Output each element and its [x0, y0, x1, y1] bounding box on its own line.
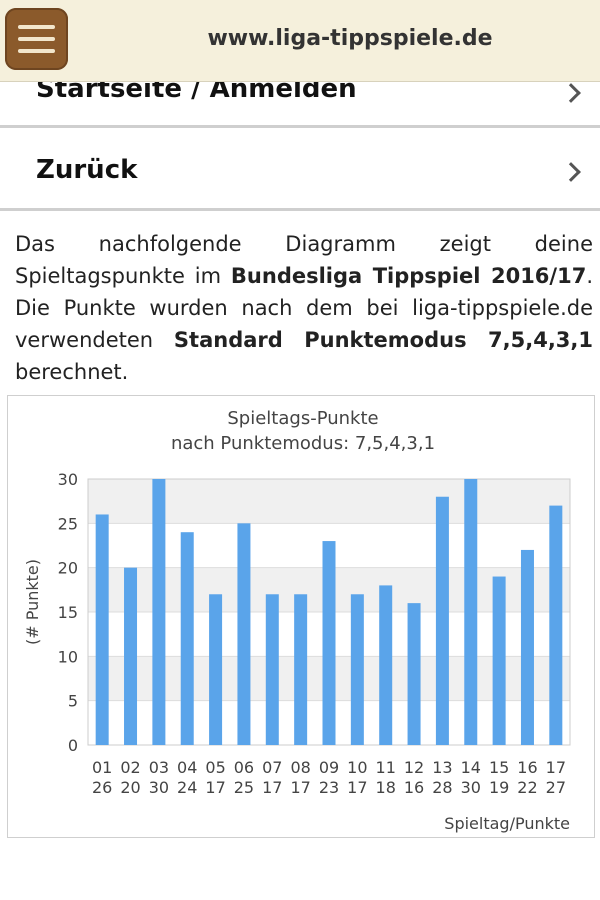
- x-tick-label-spieltag: 10: [347, 758, 367, 777]
- hamburger-menu-icon[interactable]: [5, 8, 68, 70]
- x-tick-label-punkte: 17: [290, 778, 310, 797]
- x-tick-label-spieltag: 12: [404, 758, 424, 777]
- bar: [464, 479, 478, 745]
- bar: [435, 496, 449, 745]
- x-tick-label-spieltag: 08: [290, 758, 310, 777]
- grid-band: [88, 479, 570, 524]
- nav-item-label: Startseite / Anmelden: [36, 82, 357, 104]
- nav-item-startseite[interactable]: Startseite / Anmelden: [0, 82, 600, 128]
- bar: [209, 594, 223, 745]
- points-chart: Spieltags-Punkte nach Punktemodus: 7,5,4…: [23, 408, 571, 833]
- x-tick-label-punkte: 17: [262, 778, 282, 797]
- x-tick-label-spieltag: 05: [205, 758, 225, 777]
- chevron-right-icon: [561, 83, 581, 103]
- bar: [265, 594, 279, 745]
- x-tick-label-spieltag: 16: [517, 758, 537, 777]
- chart-container: Spieltags-Punkte nach Punktemodus: 7,5,4…: [7, 395, 595, 838]
- bar: [237, 523, 251, 745]
- x-tick-label-punkte: 18: [376, 778, 396, 797]
- x-tick-label-punkte: 22: [517, 778, 537, 797]
- x-tick-label-punkte: 17: [205, 778, 225, 797]
- x-tick-label-punkte: 27: [546, 778, 566, 797]
- bar: [322, 541, 336, 745]
- chevron-right-icon: [561, 162, 581, 182]
- intro-bold-punktemodus: Standard Punktemodus 7,5,4,3,1: [173, 328, 593, 352]
- x-tick-label-spieltag: 17: [546, 758, 566, 777]
- bar: [492, 576, 506, 745]
- x-tick-label-punkte: 24: [177, 778, 197, 797]
- intro-text-part: Das nachfolgende Diagramm zeigt deine Sp…: [15, 232, 593, 288]
- x-tick-label-spieltag: 15: [489, 758, 509, 777]
- bar: [549, 505, 563, 745]
- x-tick-label-punkte: 20: [120, 778, 140, 797]
- y-tick-label: 30: [58, 470, 78, 489]
- y-axis-label: (# Punkte): [23, 559, 42, 645]
- top-bar: www.liga-tippspiele.de: [0, 0, 600, 82]
- bar: [124, 567, 138, 745]
- x-tick-label-punkte: 23: [319, 778, 339, 797]
- x-tick-label-spieltag: 11: [376, 758, 396, 777]
- bar: [180, 532, 194, 745]
- bar: [520, 549, 534, 745]
- x-tick-label-punkte: 19: [489, 778, 509, 797]
- bar: [152, 479, 166, 745]
- bar: [379, 585, 393, 745]
- intro-text-part: berechnet.: [15, 360, 129, 384]
- y-tick-label: 5: [68, 692, 78, 711]
- x-tick-label-spieltag: 13: [432, 758, 452, 777]
- x-tick-label-punkte: 28: [432, 778, 452, 797]
- x-tick-label-spieltag: 02: [120, 758, 140, 777]
- x-tick-label-spieltag: 06: [234, 758, 254, 777]
- x-tick-label-spieltag: 04: [177, 758, 197, 777]
- x-tick-label-punkte: 26: [92, 778, 112, 797]
- nav-item-zurueck[interactable]: Zurück: [0, 131, 600, 211]
- x-tick-label-spieltag: 01: [92, 758, 112, 777]
- x-tick-label-punkte: 25: [234, 778, 254, 797]
- bar: [350, 594, 364, 745]
- x-tick-label-spieltag: 07: [262, 758, 282, 777]
- y-tick-label: 0: [68, 736, 78, 755]
- x-tick-label-spieltag: 09: [319, 758, 339, 777]
- x-tick-label-punkte: 17: [347, 778, 367, 797]
- x-tick-label-punkte: 16: [404, 778, 424, 797]
- x-tick-label-punkte: 30: [149, 778, 169, 797]
- chart-subtitle: nach Punktemodus: 7,5,4,3,1: [171, 433, 435, 454]
- x-axis-label: Spieltag/Punkte: [444, 814, 570, 833]
- y-tick-label: 20: [58, 559, 78, 578]
- x-tick-label-spieltag: 03: [149, 758, 169, 777]
- intro-bold-tippspiel: Bundesliga Tippspiel 2016/17: [230, 264, 587, 288]
- intro-text-part: . Die Punkte wurden nach dem bei liga-ti…: [15, 264, 593, 352]
- nav-item-label: Zurück: [36, 155, 138, 185]
- x-tick-label-punkte: 30: [461, 778, 481, 797]
- site-title: www.liga-tippspiele.de: [207, 26, 493, 51]
- y-tick-label: 15: [58, 603, 78, 622]
- bar: [95, 514, 109, 745]
- x-tick-label-spieltag: 14: [461, 758, 481, 777]
- y-tick-label: 25: [58, 514, 78, 533]
- bar: [294, 594, 308, 745]
- bar: [407, 603, 421, 745]
- chart-title: Spieltags-Punkte: [227, 408, 378, 429]
- y-tick-label: 10: [58, 647, 78, 666]
- intro-text: Das nachfolgende Diagramm zeigt deine Sp…: [15, 228, 593, 388]
